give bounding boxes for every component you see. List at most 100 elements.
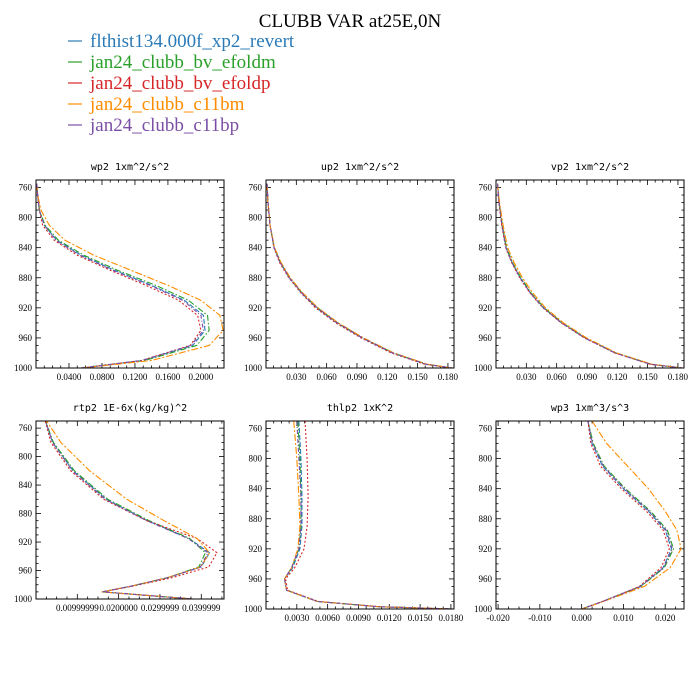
legend-entry: jan24_clubb_c11bm (89, 94, 245, 115)
y-tick-label: 840 (249, 484, 263, 494)
series-line (283, 421, 453, 609)
x-tick-label: 0.0060 (315, 613, 340, 623)
x-tick-label: 0.0299999 (141, 603, 180, 613)
x-tick-label: 0.120 (607, 372, 628, 382)
series-line (266, 183, 453, 368)
y-tick-label: 1000 (14, 594, 33, 604)
series-line (496, 183, 683, 368)
x-tick-label: 0.090 (347, 372, 368, 382)
y-tick-label: 800 (19, 452, 33, 462)
y-tick-label: 920 (249, 303, 263, 313)
y-tick-label: 880 (479, 273, 493, 283)
x-tick-label: 0.2000 (189, 372, 214, 382)
y-tick-label: 920 (249, 544, 263, 554)
y-tick-label: 880 (19, 509, 33, 519)
series-line (284, 421, 453, 609)
series-group (44, 421, 218, 599)
series-line (581, 421, 675, 609)
y-tick-label: 880 (19, 273, 33, 283)
plot-frame (265, 179, 455, 369)
series-line (581, 421, 673, 609)
x-tick-label: 0.1600 (156, 372, 181, 382)
series-line (283, 421, 453, 609)
x-tick-label: 0.000 (572, 613, 593, 623)
series-line (266, 183, 453, 368)
legend-entry: jan24_clubb_c11bp (89, 115, 239, 136)
y-tick-label: 880 (249, 514, 263, 524)
y-tick-label: 800 (249, 454, 263, 464)
y-tick-label: 920 (19, 303, 33, 313)
x-tick-label: 0.0120 (377, 613, 402, 623)
legend-entry: jan24_clubb_bv_efoldp (89, 73, 270, 94)
x-tick-label: 0.060 (317, 372, 338, 382)
x-tick-label: 0.120 (377, 372, 398, 382)
series-line (36, 183, 204, 368)
series-line (44, 421, 218, 599)
figure-title: CLUBB VAR at25E,0N (259, 11, 442, 32)
x-tick-label: 0.030 (516, 372, 537, 382)
x-tick-label: 0.0090 (346, 613, 371, 623)
y-tick-label: 960 (479, 574, 493, 584)
series-line (283, 421, 453, 609)
y-tick-label: 800 (479, 213, 493, 223)
x-tick-label: 0.180 (438, 372, 459, 382)
y-tick-label: 760 (19, 423, 33, 433)
x-tick-label: 0.030 (286, 372, 307, 382)
plot-frame (35, 179, 225, 369)
plot-frame (35, 420, 225, 600)
series-line (496, 183, 683, 368)
panel-3: vp2 1xm^2/s^2 760 800 840 880 920 960 1000 0.030… (474, 162, 689, 382)
series-group (266, 183, 453, 368)
legend-entry: flthist134.000f_xp2_revert (90, 31, 295, 52)
y-tick-label: 920 (19, 537, 33, 547)
panel-title: wp3 1xm^3/s^3 (551, 403, 629, 414)
series-group (581, 421, 682, 609)
x-tick-label: 0.060 (547, 372, 568, 382)
panel-title: vp2 1xm^2/s^2 (551, 162, 629, 173)
y-tick-label: 1000 (14, 363, 33, 373)
x-tick-label: 0.0800 (90, 372, 115, 382)
plot-frame (495, 179, 685, 369)
panel-grid: wp2 1xm^2/s^2 760 800 840 880 920 960 1000 0.040… (14, 162, 689, 623)
series-line (266, 183, 453, 368)
y-tick-label: 880 (479, 514, 493, 524)
series-group (283, 421, 453, 609)
x-tick-label: 0.150 (407, 372, 428, 382)
y-tick-label: 760 (479, 424, 493, 434)
x-tick-label: 0.150 (637, 372, 658, 382)
y-tick-label: 920 (479, 544, 493, 554)
x-tick-label: 0.0180 (439, 613, 464, 623)
series-line (36, 183, 210, 368)
panel-title: rtp2 1E-6x(kg/kg)^2 (73, 403, 187, 414)
series-line (581, 421, 670, 609)
x-tick-label: -0.010 (528, 613, 552, 623)
series-line (496, 183, 683, 368)
x-tick-label: 0.00999999 (56, 603, 99, 613)
series-line (496, 183, 683, 368)
y-tick-label: 760 (249, 183, 263, 193)
plot-frame (265, 420, 455, 610)
y-tick-label: 1000 (474, 363, 493, 373)
x-tick-label: 0.020 (655, 613, 676, 623)
panel-title: wp2 1xm^2/s^2 (91, 162, 169, 173)
legend-entry: jan24_clubb_bv_efoldm (89, 52, 276, 73)
panel-5: thlp2 1xK^2 760 800 840 880 920 960 1000 0.0030 0… (244, 403, 464, 623)
y-tick-label: 840 (479, 243, 493, 253)
y-tick-label: 840 (479, 484, 493, 494)
x-tick-label: -0.020 (486, 613, 510, 623)
y-tick-label: 1000 (474, 604, 493, 614)
y-tick-label: 920 (479, 303, 493, 313)
panel-title: thlp2 1xK^2 (327, 403, 393, 414)
x-tick-label: 0.0030 (284, 613, 309, 623)
y-tick-label: 840 (19, 480, 33, 490)
series-line (581, 421, 682, 609)
y-tick-label: 880 (249, 273, 263, 283)
y-tick-label: 960 (249, 574, 263, 584)
x-tick-label: 0.090 (577, 372, 598, 382)
series-line (44, 421, 209, 599)
series-line (283, 421, 453, 609)
x-tick-label: 0.1200 (123, 372, 148, 382)
y-tick-label: 960 (249, 333, 263, 343)
y-tick-label: 1000 (244, 363, 263, 373)
